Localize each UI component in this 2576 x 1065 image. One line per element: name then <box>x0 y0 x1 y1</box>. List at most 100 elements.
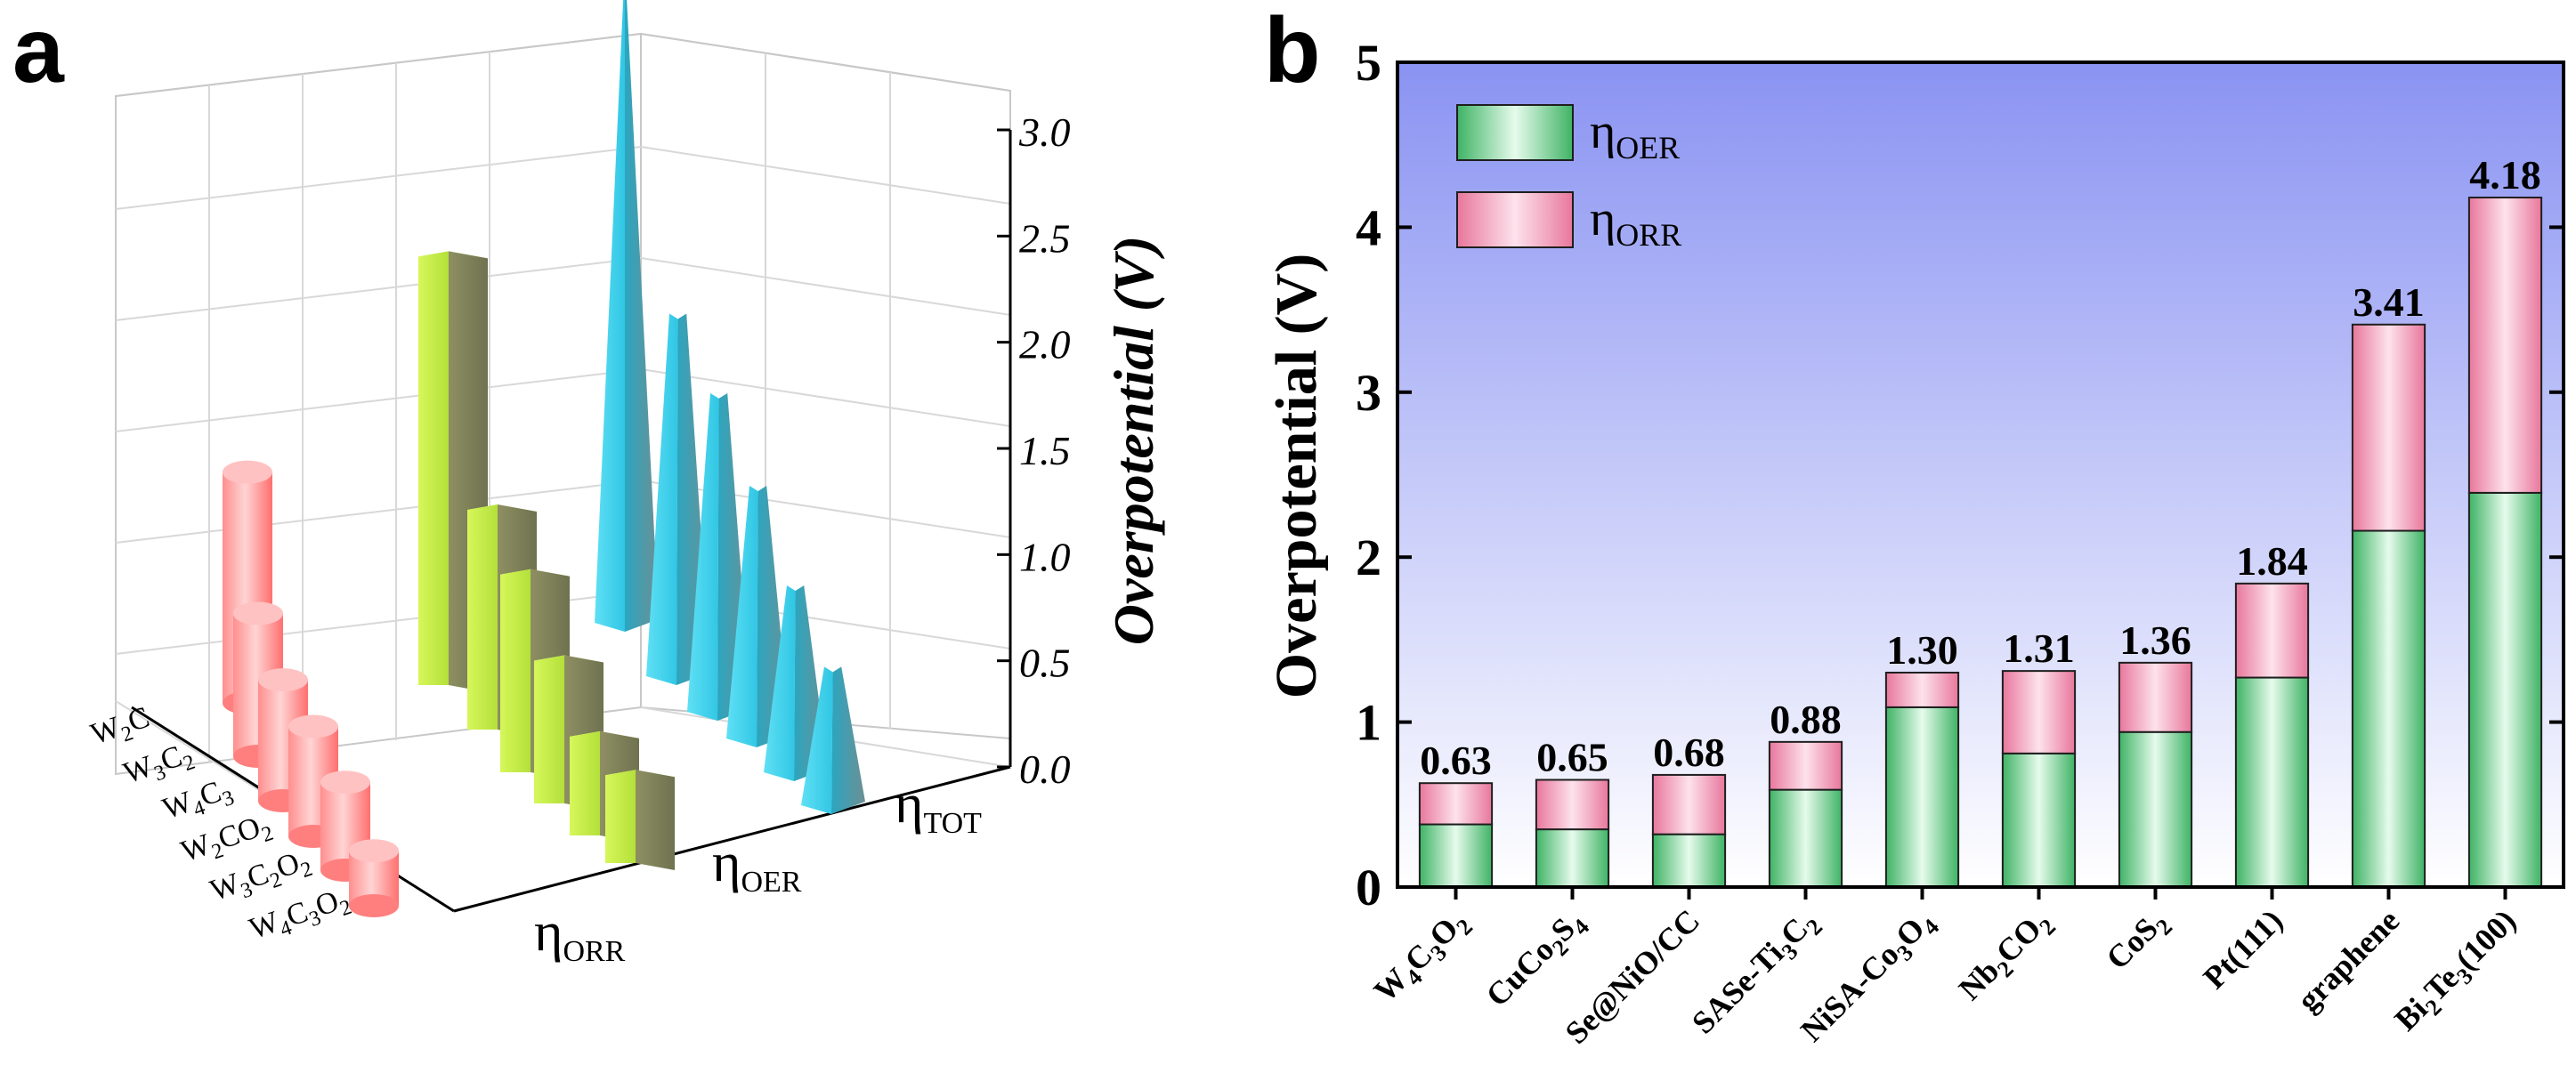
cube-front <box>467 504 498 730</box>
z-tick-label: 2.5 <box>1019 215 1071 261</box>
total-label: 3.41 <box>2353 279 2425 325</box>
bar-tot-pyramid <box>595 0 659 632</box>
panel-a: a <box>12 0 1165 968</box>
bar-orr <box>2118 661 2193 733</box>
legend-label-oer: ηOER <box>1590 104 1680 165</box>
cylinder-top <box>349 839 399 863</box>
cube-front <box>418 251 449 685</box>
z-tick-label: 1.5 <box>1019 428 1071 473</box>
category-label: ηOER <box>712 833 802 899</box>
panel-a-letter: a <box>12 0 65 102</box>
bar-oer <box>1651 833 1727 888</box>
pyramid-right <box>831 666 865 814</box>
bar-orr <box>1884 671 1960 708</box>
panel-a-bars <box>223 0 865 917</box>
cylinder-top <box>320 771 370 795</box>
x-tick-label: Pt(111) <box>2197 902 2290 996</box>
cylinder-top <box>288 714 338 738</box>
total-label: 1.30 <box>1886 627 1958 673</box>
bar-oer <box>1418 823 1494 888</box>
cube-front <box>534 655 564 803</box>
bar-oer-cube <box>605 770 675 870</box>
panel-b-frame <box>1396 61 2565 889</box>
z-tick-label: 0.5 <box>1019 641 1071 686</box>
category-label: ηORR <box>534 902 626 968</box>
panel-b-y-axis-label: Overpotential (V) <box>1264 254 1329 698</box>
panel-b-y-ticks: 0 1 2 3 4 5 <box>1356 34 2564 916</box>
pyramid-left <box>687 392 719 721</box>
cube-front <box>605 770 636 863</box>
y-tick-label: 2 <box>1356 528 1381 586</box>
cylinder-top <box>223 460 272 484</box>
total-label: 0.65 <box>1536 734 1608 779</box>
cube-side <box>636 770 675 870</box>
bar-orr <box>1651 773 1727 835</box>
total-label: 0.88 <box>1770 697 1842 742</box>
cylinder-top <box>233 601 283 625</box>
z-tick-label: 1.0 <box>1019 534 1071 579</box>
bar-orr <box>2351 323 2426 532</box>
total-label: 0.68 <box>1653 730 1725 775</box>
pyramid-left <box>726 485 758 747</box>
pyramid-right <box>625 0 659 632</box>
pyramid-left <box>764 585 796 781</box>
legend-swatch-oer <box>1456 104 1574 161</box>
x-tick-label: CoS2 <box>2099 902 2177 980</box>
panel-b-bars <box>1418 197 2543 889</box>
total-label: 1.84 <box>2236 538 2308 584</box>
total-label: 1.31 <box>2003 625 2075 671</box>
bar-orr-cylinder <box>349 839 399 917</box>
total-label: 1.36 <box>2119 617 2191 663</box>
bar-oer <box>2351 529 2426 888</box>
total-label: 4.18 <box>2469 152 2541 198</box>
bar-oer <box>2118 730 2193 888</box>
x-tick-label: CuCo2S4 <box>1479 902 1594 1017</box>
bar-oer <box>2001 752 2077 888</box>
legend-label-orr: ηORR <box>1590 191 1681 253</box>
panel-b-letter: b <box>1264 0 1321 102</box>
y-tick-label: 5 <box>1356 34 1381 92</box>
x-tick-label: graphene <box>2290 902 2406 1018</box>
z-tick-label: 2.0 <box>1019 322 1071 367</box>
panel-a-z-ticks: 0.0 0.5 1.0 1.5 2.0 2.5 3.0 <box>997 109 1071 792</box>
pyramid-left <box>801 666 833 814</box>
bar-orr <box>1768 740 1843 791</box>
bar-oer <box>1884 706 1960 888</box>
pyramid-left <box>595 0 625 632</box>
bar-orr <box>1418 782 1494 826</box>
bar-orr <box>2234 582 2310 679</box>
category-label: ηTOT <box>895 774 982 840</box>
panel-a-category-labels: ηORR ηOER ηTOT <box>534 774 982 968</box>
panel-b-x-labels: W4C3O2CuCo2S4Se@NiO/CCSASe-Ti3C2NiSA-Co3… <box>1367 887 2527 1051</box>
x-tick-label: Nb2CO2 <box>1952 902 2061 1011</box>
panel-b: b 0 1 2 3 4 5 W4C3O2CuCo2S4Se@NiO/CCSASe-Ti3C… <box>1264 0 2565 1051</box>
x-tick-label: Bi2Te3(100) <box>2387 902 2527 1042</box>
bar-oer <box>1768 788 1843 889</box>
pyramid-left <box>646 313 678 685</box>
bar-orr <box>1535 779 1610 831</box>
legend-swatch-orr <box>1456 191 1574 248</box>
y-tick-label: 4 <box>1356 198 1381 256</box>
cylinder-top <box>258 668 308 692</box>
cylinder-base <box>349 894 399 917</box>
total-label: 0.63 <box>1420 738 1492 783</box>
z-tick-label: 0.0 <box>1019 746 1071 792</box>
bar-oer <box>1535 828 1610 888</box>
bar-orr <box>2001 670 2077 754</box>
cube-front <box>500 569 531 772</box>
bar-oer <box>2467 491 2543 888</box>
bar-tot-pyramid <box>801 666 865 814</box>
y-tick-label: 1 <box>1356 694 1381 752</box>
panel-b-legend: ηOER ηORR <box>1456 104 1681 253</box>
cube-front <box>570 730 600 835</box>
z-tick-label: 3.0 <box>1018 109 1071 155</box>
y-tick-label: 3 <box>1356 364 1381 422</box>
bar-orr <box>2467 197 2543 494</box>
x-tick-label: W4C3O2 <box>1367 902 1478 1013</box>
bar-oer <box>2234 676 2310 888</box>
y-tick-label: 0 <box>1356 859 1381 916</box>
panel-a-z-axis-label: Overpotential (V) <box>1102 236 1165 645</box>
panel-b-total-labels: 0.63 0.65 0.68 0.88 1.30 1.31 1.36 1.84 3.41 4.18 <box>1420 152 2541 783</box>
